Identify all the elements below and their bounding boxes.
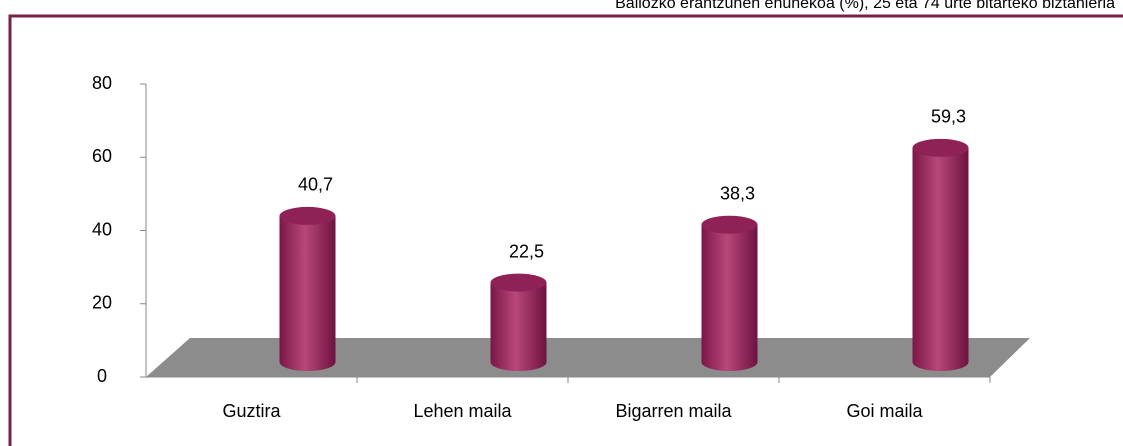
y-tick-label: 20	[92, 293, 112, 313]
x-tick-label: Bigarren maila	[615, 401, 732, 421]
x-tick-label: Lehen maila	[413, 401, 512, 421]
value-label: 38,3	[720, 183, 755, 203]
bar-part	[912, 147, 969, 371]
bar	[279, 206, 336, 371]
y-tick-label: 80	[92, 73, 112, 93]
bar-part	[701, 215, 758, 234]
floor	[146, 338, 1030, 377]
value-label: 22,5	[509, 241, 544, 261]
bar	[701, 215, 758, 371]
y-tick-label: 0	[97, 366, 107, 386]
bar-part	[490, 282, 547, 371]
y-tick-label: 60	[92, 146, 112, 166]
value-label: 40,7	[298, 175, 333, 195]
bar-part	[279, 206, 336, 225]
y-tick-label: 40	[92, 219, 112, 239]
bar-part	[701, 224, 758, 371]
bar-part	[279, 215, 336, 371]
bar	[912, 138, 969, 371]
bar-part	[912, 138, 969, 157]
x-tick-label: Goi maila	[846, 401, 923, 421]
value-label: 59,3	[931, 107, 966, 127]
chart-title: Baliozko erantzunen ehunekoa (%), 25 eta…	[615, 0, 1115, 12]
x-tick-label: Guztira	[222, 401, 281, 421]
bar	[490, 273, 547, 371]
frame	[8, 14, 1123, 446]
bar-part	[490, 273, 547, 292]
